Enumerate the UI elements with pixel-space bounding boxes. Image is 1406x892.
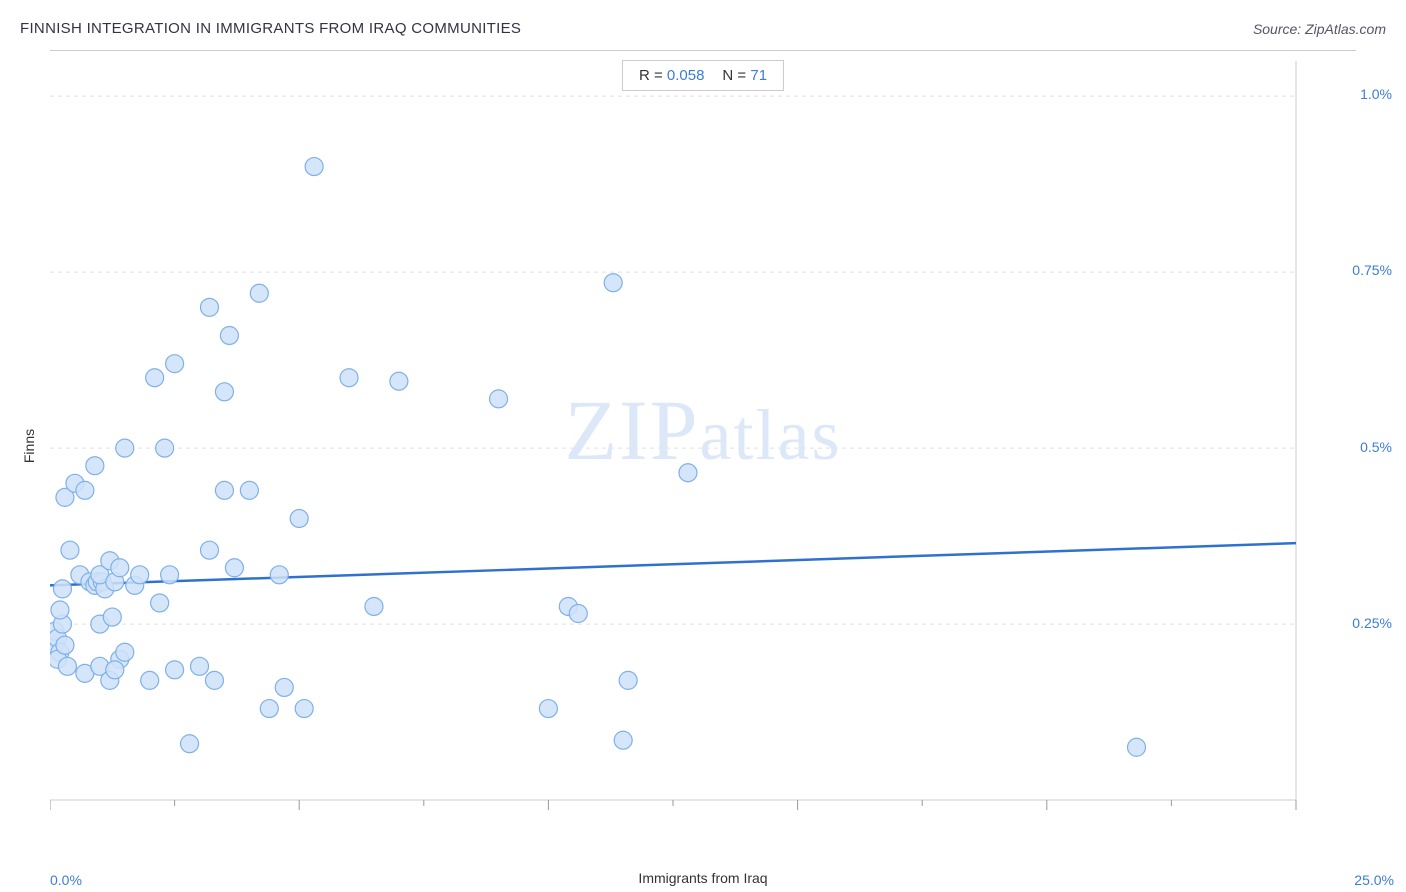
chart-source: Source: ZipAtlas.com [1253, 21, 1386, 37]
source-name: ZipAtlas.com [1305, 21, 1386, 37]
chart-header: FINNISH INTEGRATION IN IMMIGRANTS FROM I… [20, 20, 1386, 37]
chart-area: ZIPatlas [50, 50, 1356, 840]
scatter-plot [50, 51, 1356, 840]
r-value: 0.058 [667, 67, 705, 84]
x-max-label: 25.0% [1354, 872, 1394, 888]
source-prefix: Source: [1253, 21, 1305, 37]
y-axis-label: Finns [21, 429, 37, 463]
y-tick-label: 1.0% [1360, 86, 1392, 102]
x-origin-label: 0.0% [50, 872, 82, 888]
y-tick-label: 0.5% [1360, 439, 1392, 455]
y-tick-label: 0.75% [1352, 262, 1392, 278]
chart-title: FINNISH INTEGRATION IN IMMIGRANTS FROM I… [20, 20, 521, 37]
x-axis-label: Immigrants from Iraq [638, 870, 767, 886]
y-tick-label: 0.25% [1352, 615, 1392, 631]
r-label: R = [639, 67, 667, 84]
n-label: N = [722, 67, 750, 84]
n-value: 71 [750, 67, 767, 84]
stat-box: R = 0.058 N = 71 [622, 60, 784, 91]
